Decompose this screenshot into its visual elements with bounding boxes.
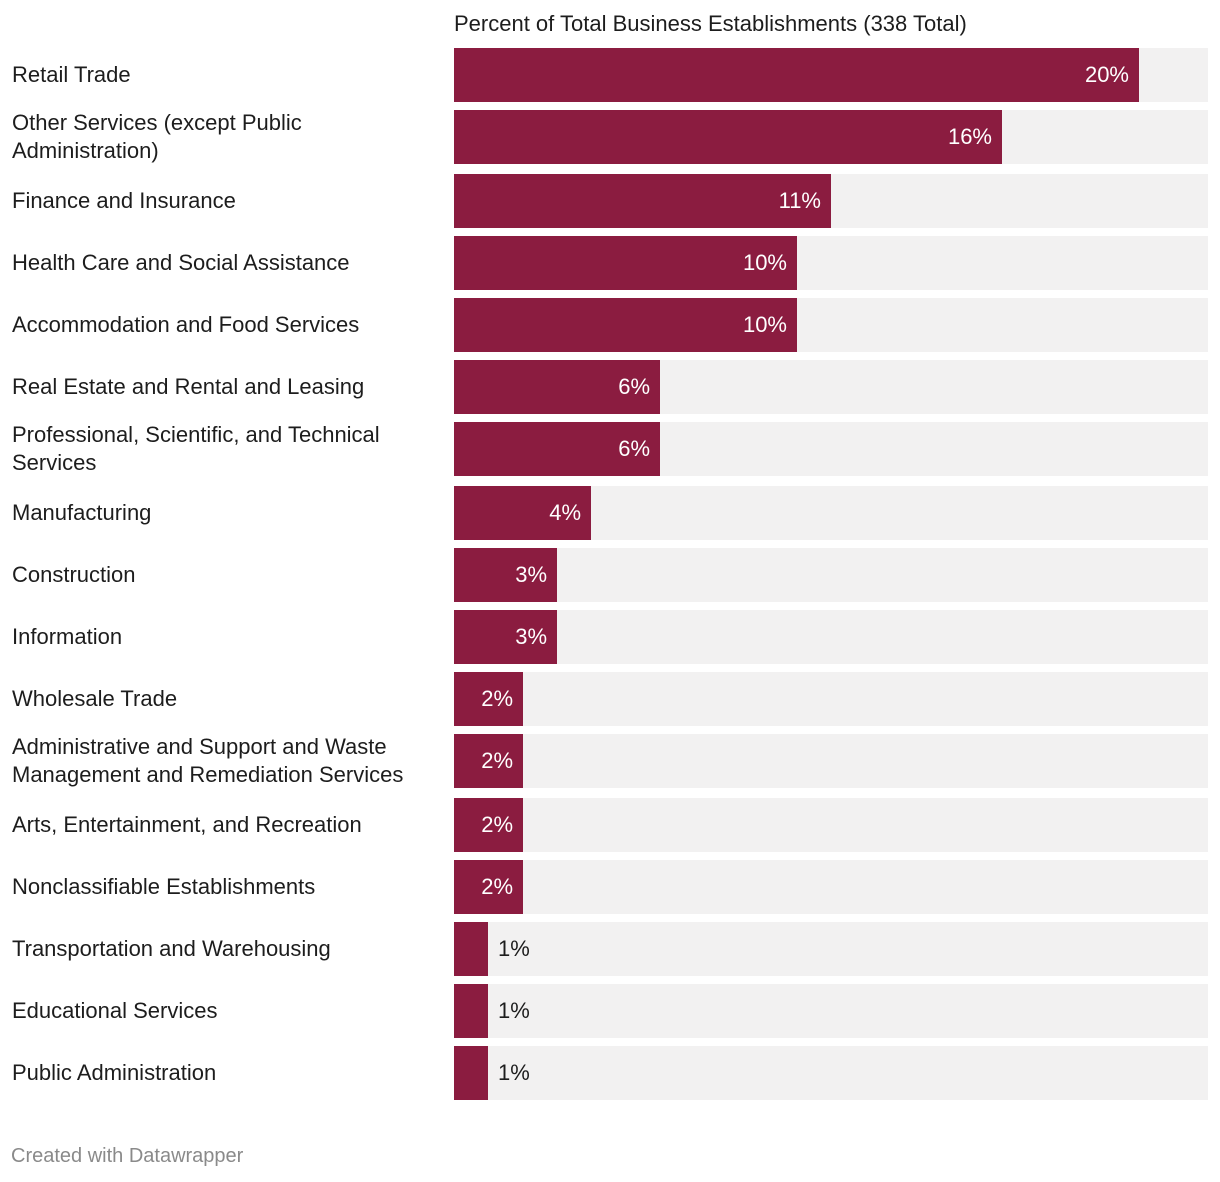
bar bbox=[454, 236, 797, 290]
bar bbox=[454, 422, 660, 476]
category-label: Wholesale Trade bbox=[12, 686, 178, 711]
bar-track: 4% bbox=[454, 486, 1208, 540]
bar bbox=[454, 1046, 488, 1100]
category-label: Administrative and Support and Waste Man… bbox=[12, 734, 404, 787]
value-label: 2% bbox=[481, 686, 513, 711]
value-label: 6% bbox=[618, 374, 650, 399]
category-label: Educational Services bbox=[12, 998, 218, 1023]
bar-row: Manufacturing 4% bbox=[0, 486, 1220, 540]
value-label: 4% bbox=[549, 500, 581, 525]
bar bbox=[454, 860, 523, 914]
category-label: Retail Trade bbox=[12, 62, 131, 87]
bar-track: 16% bbox=[454, 110, 1208, 164]
bar-row: Nonclassifiable Establishments 2% bbox=[0, 860, 1220, 914]
bar-row: Public Administration 1% bbox=[0, 1046, 1220, 1100]
bar-row: Construction 3% bbox=[0, 548, 1220, 602]
category-label: Other Services (except Public Administra… bbox=[12, 110, 302, 163]
value-label: 20% bbox=[1084, 62, 1129, 87]
value-label: 1% bbox=[498, 998, 530, 1023]
bar-row: Real Estate and Rental and Leasing 6% bbox=[0, 360, 1220, 414]
bar-row: Wholesale Trade 2% bbox=[0, 672, 1220, 726]
value-label: 1% bbox=[498, 1060, 530, 1085]
bar-row: Other Services (except Public Administra… bbox=[0, 110, 1220, 164]
value-label: 6% bbox=[618, 436, 650, 461]
category-label: Information bbox=[12, 624, 123, 649]
value-label: 10% bbox=[742, 312, 787, 337]
bar-track: 2% bbox=[454, 798, 1208, 852]
value-label: 3% bbox=[515, 562, 547, 587]
bar-track: 10% bbox=[454, 236, 1208, 290]
category-label: Construction bbox=[12, 562, 136, 587]
value-label: 1% bbox=[498, 936, 530, 961]
category-label: Nonclassifiable Establishments bbox=[12, 874, 316, 899]
category-label: Finance and Insurance bbox=[12, 188, 236, 213]
value-label: 3% bbox=[515, 624, 547, 649]
category-label: Transportation and Warehousing bbox=[12, 936, 331, 961]
category-label: Real Estate and Rental and Leasing bbox=[12, 374, 365, 399]
value-label: 2% bbox=[481, 874, 513, 899]
bar-track: 6% bbox=[454, 360, 1208, 414]
bar-track: 1% bbox=[454, 922, 1208, 976]
value-label: 10% bbox=[742, 250, 787, 275]
bar-track: 2% bbox=[454, 734, 1208, 788]
bar-track: 1% bbox=[454, 984, 1208, 1038]
category-label: Arts, Entertainment, and Recreation bbox=[12, 812, 362, 837]
bar-row: Educational Services 1% bbox=[0, 984, 1220, 1038]
bar-track: 6% bbox=[454, 422, 1208, 476]
bar-row: Retail Trade 20% bbox=[0, 48, 1220, 102]
bar-track: 2% bbox=[454, 672, 1208, 726]
bar bbox=[454, 984, 488, 1038]
bar bbox=[454, 174, 831, 228]
bar-row: Arts, Entertainment, and Recreation 2% bbox=[0, 798, 1220, 852]
bar bbox=[454, 610, 557, 664]
category-label: Public Administration bbox=[12, 1060, 217, 1085]
value-label: 2% bbox=[481, 748, 513, 773]
value-label: 16% bbox=[947, 124, 992, 149]
bar-row: Finance and Insurance 11% bbox=[0, 174, 1220, 228]
bar bbox=[454, 298, 797, 352]
bar bbox=[454, 548, 557, 602]
bar bbox=[454, 486, 591, 540]
category-label: Accommodation and Food Services bbox=[12, 312, 360, 337]
bar-row: Professional, Scientific, and Technical … bbox=[0, 422, 1220, 476]
bar bbox=[454, 360, 660, 414]
column-header: Percent of Total Business Establishments… bbox=[454, 11, 967, 36]
bar bbox=[454, 48, 1139, 102]
value-label: 2% bbox=[481, 812, 513, 837]
bar-track: 20% bbox=[454, 48, 1208, 102]
bar-track: 3% bbox=[454, 548, 1208, 602]
bar-row: Transportation and Warehousing 1% bbox=[0, 922, 1220, 976]
value-label: 11% bbox=[778, 188, 821, 213]
datawrapper-credit: Created with Datawrapper bbox=[11, 1145, 244, 1167]
bar-track: 11% bbox=[454, 174, 1208, 228]
bar bbox=[454, 734, 523, 788]
bar bbox=[454, 922, 488, 976]
bar-row: Administrative and Support and Waste Man… bbox=[0, 734, 1220, 788]
bar bbox=[454, 110, 1002, 164]
bar-track: 3% bbox=[454, 610, 1208, 664]
category-label: Professional, Scientific, and Technical … bbox=[12, 422, 380, 475]
bar-row: Information 3% bbox=[0, 610, 1220, 664]
bar bbox=[454, 798, 523, 852]
category-label: Health Care and Social Assistance bbox=[12, 250, 350, 275]
category-label: Manufacturing bbox=[12, 500, 152, 525]
bar bbox=[454, 672, 523, 726]
bar-track: 10% bbox=[454, 298, 1208, 352]
bar-track: 2% bbox=[454, 860, 1208, 914]
bar-track: 1% bbox=[454, 1046, 1208, 1100]
bar-row: Accommodation and Food Services 10% bbox=[0, 298, 1220, 352]
bar-row: Health Care and Social Assistance 10% bbox=[0, 236, 1220, 290]
